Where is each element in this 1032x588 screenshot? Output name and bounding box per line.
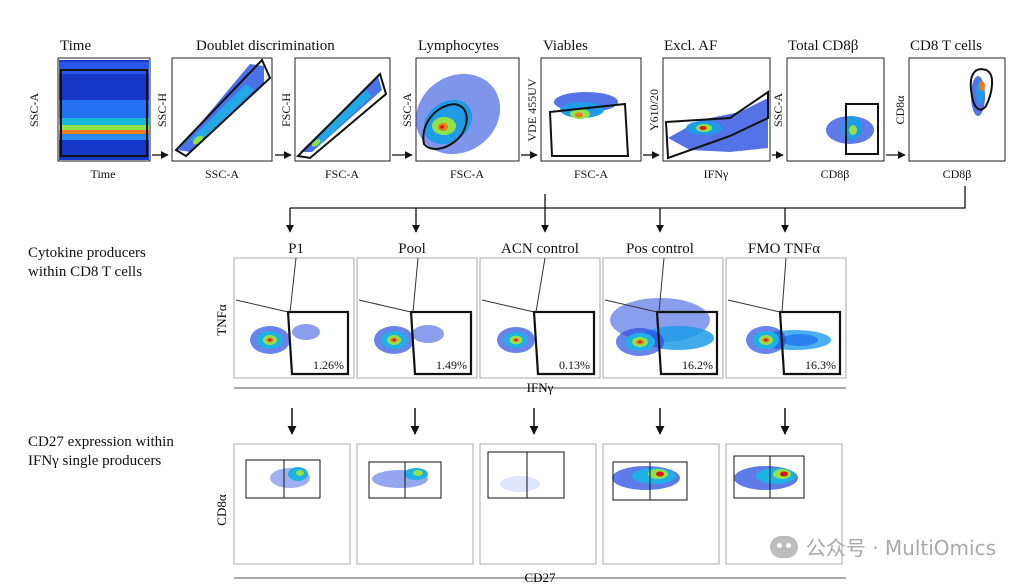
sample-name-pool: Pool xyxy=(398,241,426,257)
doublet1-diagonal-density xyxy=(178,64,264,152)
doublet1-density-peak xyxy=(193,135,203,145)
cd27-panel-acn xyxy=(479,443,597,565)
gate-p1 xyxy=(286,310,350,376)
viables-peak xyxy=(575,112,583,118)
gate-fmo xyxy=(778,310,842,376)
gate-pos xyxy=(655,310,719,376)
cd27-y-label: CD8α xyxy=(214,494,229,526)
gating-y-label: CD8α xyxy=(893,95,907,125)
gating-title-excl-af: Excl. AF xyxy=(664,38,718,54)
sample-name-fmo: FMO TNFα xyxy=(748,241,820,257)
lymph-gate xyxy=(422,102,468,150)
section-label-cytokine: Cytokine producers within CD8 T cells xyxy=(28,245,146,280)
cd27-panel-p1 xyxy=(233,443,351,565)
gating-panel-cd8-t-cells xyxy=(908,57,1006,162)
section-label-cd27: CD27 expression within IFNγ single produ… xyxy=(28,434,174,469)
gating-y-label: SSC-H xyxy=(155,93,169,127)
excl-af-peak xyxy=(699,126,707,130)
fmo-elongated-core xyxy=(782,334,818,346)
doublet1-gate xyxy=(174,58,272,158)
gate-slant-lines xyxy=(235,299,781,313)
cytokine-y-label: TNFα xyxy=(214,304,229,336)
viables-gate xyxy=(548,102,630,157)
sample-name-acn: ACN control xyxy=(501,241,579,257)
cytokine-x-label: IFNγ xyxy=(527,380,554,395)
pct-pool: 1.49% xyxy=(436,358,467,372)
watermark: 公众号 · MultiOmics xyxy=(769,532,996,561)
cd27-panel-pool xyxy=(356,443,474,565)
time-density-band-green xyxy=(59,125,149,131)
gate-pool xyxy=(409,310,473,376)
time-density-band-blue xyxy=(59,134,149,140)
sample-leader-lines xyxy=(289,257,787,313)
gating-y-label: SSC-A xyxy=(771,93,785,127)
gating-title-cd8-t-cells: CD8 T cells xyxy=(910,38,982,54)
gate-acn xyxy=(532,310,596,376)
gating-title-lymphocytes: Lymphocytes xyxy=(418,38,499,54)
sample-name-pos: Pos control xyxy=(626,241,694,257)
gating-x-label: SSC-A xyxy=(205,167,239,181)
lymph-peak-center xyxy=(440,125,444,129)
time-density-band-orange xyxy=(59,130,149,134)
gating-x-label: FSC-A xyxy=(325,167,359,181)
gating-panel-total-cd8b xyxy=(786,57,885,162)
sample-connector xyxy=(290,186,966,209)
gating-x-label: FSC-A xyxy=(450,167,484,181)
gating-y-label: SSC-A xyxy=(27,93,41,127)
cd27-gates xyxy=(245,451,805,501)
doublet2-gate xyxy=(295,72,388,160)
pct-acn: 0.13% xyxy=(559,358,590,372)
cd27-panel-pos xyxy=(602,443,720,565)
cytokine-panel-acn xyxy=(479,257,601,379)
cd8b-gate xyxy=(845,103,879,155)
gating-y-label: Y610/20 xyxy=(647,89,661,131)
doublet2-density-core xyxy=(310,90,372,146)
cd8b-density-inner xyxy=(849,125,857,135)
gating-y-label: SSC-A xyxy=(400,93,414,127)
excl-af-gate xyxy=(664,90,769,160)
cd27-densities xyxy=(270,466,798,492)
cytokine-panel-fmo xyxy=(725,257,847,379)
sample-name-p1: P1 xyxy=(288,241,304,257)
pct-fmo: 16.3% xyxy=(805,358,836,372)
doublet2-density-peak xyxy=(311,139,321,147)
pct-p1: 1.26% xyxy=(313,358,344,372)
time-density-top xyxy=(59,62,149,74)
cytokine-tail-densities xyxy=(292,324,444,343)
gating-x-label: IFNγ xyxy=(704,167,729,181)
gating-x-label: CD8β xyxy=(821,167,850,181)
gating-x-label: FSC-A xyxy=(574,167,608,181)
gating-x-label: CD8β xyxy=(943,167,972,181)
gating-x-label: Time xyxy=(91,167,116,181)
gating-title-total-cd8b: Total CD8β xyxy=(788,38,859,54)
time-gate xyxy=(60,69,148,157)
gating-y-label: VDE 455UV xyxy=(525,78,539,141)
cd8t-peak xyxy=(979,81,985,91)
watermark-text: 公众号 · MultiOmics xyxy=(805,536,996,560)
gating-y-label: FSC-H xyxy=(279,93,293,127)
cytokine-main-populations xyxy=(250,326,786,356)
cd27-x-label: CD27 xyxy=(524,570,556,585)
gating-title-doublet: Doublet discrimination xyxy=(196,38,335,54)
pct-pos: 16.2% xyxy=(682,358,713,372)
gating-title-viables: Viables xyxy=(543,38,588,54)
gating-title-time: Time xyxy=(60,38,92,54)
cd8t-gate xyxy=(969,68,993,111)
doublet1-density-core xyxy=(190,84,254,143)
wechat-icon xyxy=(769,535,798,558)
cytokine-panel-pool xyxy=(356,257,478,379)
